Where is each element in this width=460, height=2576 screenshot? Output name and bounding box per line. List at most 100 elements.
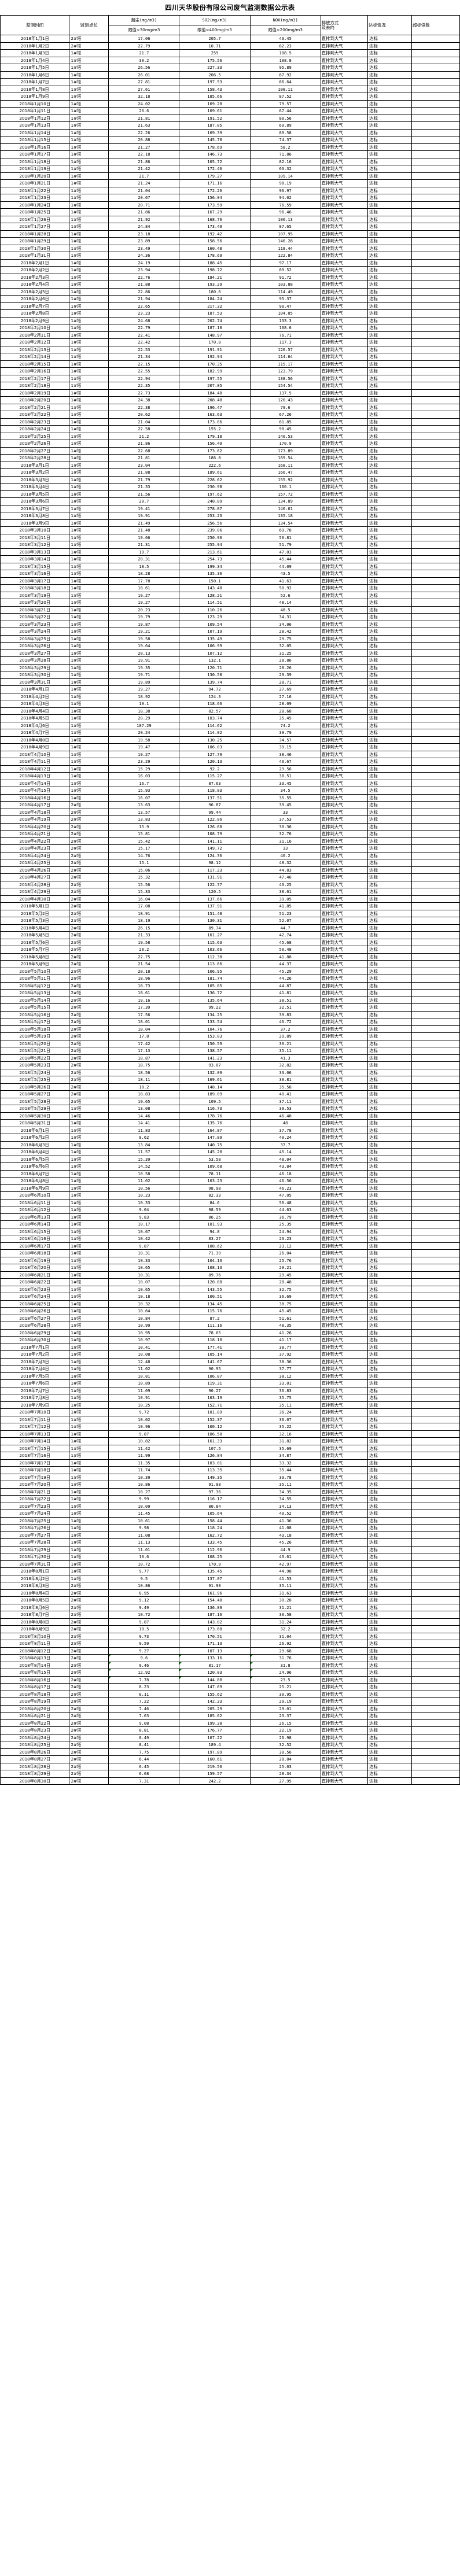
table-row: 2018年8月30日 2#塔 7.31 242.2 27.95 直排到大气 达标 [0, 1777, 460, 1785]
cell-exceedance [411, 1271, 460, 1279]
cell-discharge-mode: 直排到大气 [320, 1365, 369, 1373]
cell-point: 2#塔 [69, 830, 109, 838]
cell-point: 1#塔 [69, 194, 109, 202]
cell-discharge-mode: 直排到大气 [320, 425, 369, 433]
cell-nox: 39.05 [249, 895, 321, 903]
cell-point: 2#塔 [69, 35, 109, 43]
cell-discharge-mode: 直排到大气 [320, 750, 369, 758]
cell-discharge-mode: 直排到大气 [320, 1661, 369, 1669]
cell-so2: 122.06 [179, 815, 251, 824]
cell-date: 2018年7月19日 [0, 1473, 70, 1481]
cell-discharge-mode: 直排到大气 [320, 1452, 369, 1460]
cell-point: 2#塔 [69, 873, 109, 881]
cell-point: 1#塔 [69, 541, 109, 549]
cell-nox: 29.56 [249, 765, 321, 773]
cell-date: 2018年7月18日 [0, 1466, 70, 1474]
cell-date: 2018年4月30日 [0, 895, 70, 903]
table-row: 2018年6月13日 1#塔 9.83 86.25 36.79 直排到大气 达标 [0, 1213, 460, 1221]
cell-exceedance [411, 56, 460, 64]
cell-compliance: 达标 [367, 1574, 413, 1582]
cell-date: 2018年8月29日 [0, 1770, 70, 1778]
cell-discharge-mode: 直排到大气 [320, 165, 369, 173]
cell-date: 2018年4月24日 [0, 851, 70, 859]
cell-date: 2018年7月13日 [0, 1430, 70, 1438]
cell-dust: 10.65 [108, 1285, 180, 1293]
cell-nox: 26.98 [249, 1733, 321, 1741]
cell-exceedance [411, 490, 460, 498]
cell-exceedance [411, 1155, 460, 1163]
cell-nox: 51.61 [249, 1314, 321, 1322]
cell-point: 2#塔 [69, 1076, 109, 1084]
table-row: 2018年1月4日 1#塔 30.2 175.56 108.8 直排到大气 达标 [0, 56, 460, 64]
table-row: 2018年2月4日 1#塔 21.88 193.29 103.88 直排到大气 达标 [0, 281, 460, 289]
cell-so2: 191.52 [179, 114, 251, 122]
cell-date: 2018年1月12日 [0, 114, 70, 122]
cell-point: 1#塔 [69, 1415, 109, 1423]
cell-dust: 8.49 [108, 1733, 180, 1741]
cell-nox: 50.48 [249, 946, 321, 954]
cell-date: 2018年3月30日 [0, 671, 70, 679]
cell-dust: 18.01 [108, 1018, 180, 1026]
cell-compliance: 达标 [367, 1198, 413, 1206]
cell-dust: 22.42 [108, 338, 180, 346]
cell-exceedance [411, 331, 460, 339]
cell-date: 2018年2月27日 [0, 446, 70, 455]
cell-discharge-mode: 直排到大气 [320, 338, 369, 346]
cell-exceedance [411, 186, 460, 194]
cell-exceedance [411, 880, 460, 888]
table-row: 2018年2月6日 1#塔 21.94 184.24 95.37 直排到大气 达标 [0, 295, 460, 303]
cell-so2: 120.13 [179, 758, 251, 766]
cell-point: 2#塔 [69, 1596, 109, 1604]
cell-point: 1#塔 [69, 1322, 109, 1330]
cell-discharge-mode: 直排到大气 [320, 606, 369, 614]
cell-nox: 91.72 [249, 273, 321, 281]
cell-compliance: 达标 [367, 1632, 413, 1640]
cell-exceedance [411, 367, 460, 375]
cell-discharge-mode: 直排到大气 [320, 71, 369, 79]
cell-so2: 184.24 [179, 295, 251, 303]
cell-compliance: 达标 [367, 714, 413, 722]
cell-date: 2018年1月28日 [0, 230, 70, 238]
cell-dust: 6.44 [108, 1755, 180, 1763]
table-row: 2018年1月21日 1#塔 21.24 171.16 98.19 直排到大气 达标 [0, 179, 460, 187]
cell-discharge-mode: 直排到大气 [320, 1589, 369, 1597]
cell-dust: 6.68 [108, 1770, 180, 1778]
cell-nox: 23.5 [249, 1675, 321, 1684]
cell-exceedance [411, 1350, 460, 1359]
cell-discharge-mode: 直排到大气 [320, 555, 369, 563]
cell-date: 2018年1月16日 [0, 143, 70, 151]
cell-so2: 160.61 [179, 1755, 251, 1763]
cell-nox: 160.1 [249, 483, 321, 491]
cell-so2: 128.21 [179, 591, 251, 599]
cell-point: 1#塔 [69, 99, 109, 108]
cell-point: 2#塔 [69, 1770, 109, 1778]
cell-dust: 9.77 [108, 1567, 180, 1575]
cell-dust: 21.94 [108, 295, 180, 303]
cell-dust: 18.61 [108, 584, 180, 592]
cell-nox: 69.78 [249, 526, 321, 534]
cell-discharge-mode: 直排到大气 [320, 302, 369, 310]
cell-so2: 96.87 [179, 801, 251, 809]
cell-dust: 14.46 [108, 1112, 180, 1120]
cell-exceedance [411, 360, 460, 368]
cell-date: 2018年8月11日 [0, 1640, 70, 1648]
cell-discharge-mode: 直排到大气 [320, 1567, 369, 1575]
cell-point: 1#塔 [69, 215, 109, 223]
cell-discharge-mode: 直排到大气 [320, 765, 369, 773]
cell-so2: 92.2 [179, 765, 251, 773]
cell-nox: 28.26 [249, 663, 321, 671]
cell-nox: 35.58 [249, 1083, 321, 1091]
cell-discharge-mode: 直排到大气 [320, 743, 369, 751]
cell-so2: 133.45 [179, 1538, 251, 1547]
cell-point: 1#塔 [69, 1574, 109, 1582]
cell-so2: 131.91 [179, 873, 251, 881]
cell-nox: 31.8 [249, 1661, 321, 1669]
cell-exceedance [411, 1495, 460, 1503]
cell-compliance: 达标 [367, 1206, 413, 1214]
cell-compliance: 达标 [367, 736, 413, 744]
cell-dust: 10.41 [108, 1343, 180, 1351]
table-row: 2018年8月7日 2#塔 10.72 187.16 30.58 直排到大气 达标 [0, 1611, 460, 1619]
cell-dust: 22.35 [108, 382, 180, 390]
cell-so2: 120.71 [179, 663, 251, 671]
cell-exceedance [411, 519, 460, 527]
